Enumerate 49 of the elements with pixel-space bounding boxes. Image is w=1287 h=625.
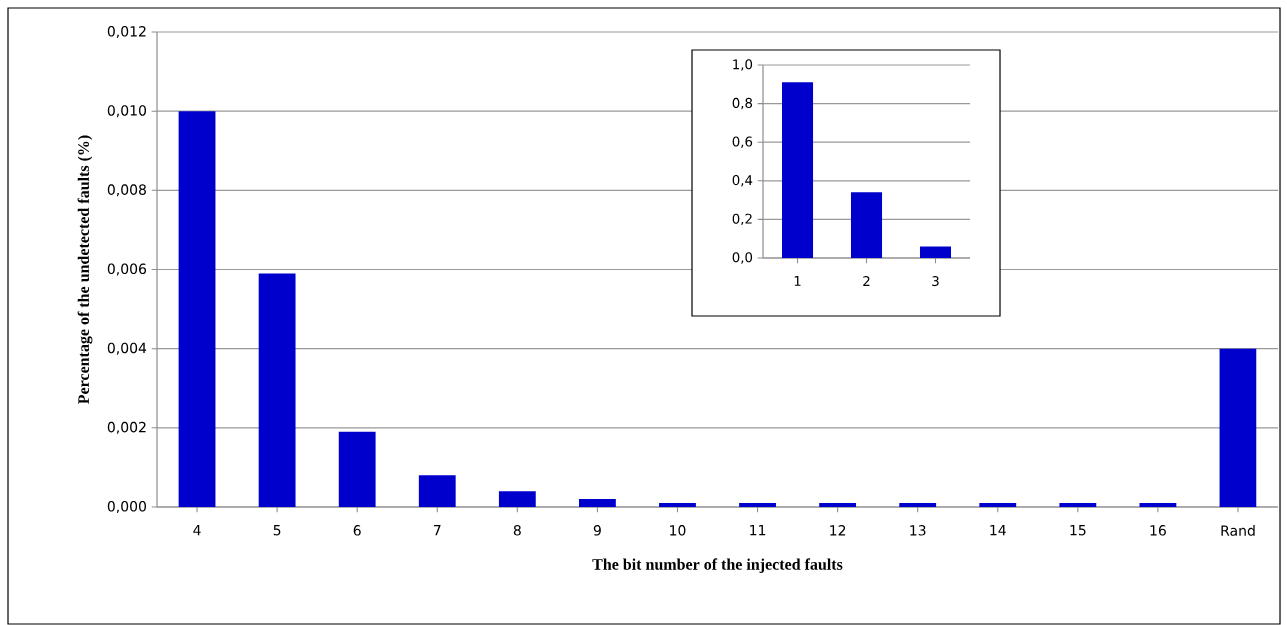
y-tick-label: 0,006 [107, 263, 147, 276]
x-tick-label: 10 [670, 525, 686, 536]
bar [498, 491, 536, 507]
x-tick-label: 1 [794, 276, 801, 286]
bar [979, 503, 1017, 507]
x-tick-label: 9 [593, 525, 601, 536]
x-tick-label: 7 [433, 525, 441, 536]
x-tick-label: 8 [513, 525, 521, 536]
bar [578, 499, 616, 507]
x-tick-label: 2 [863, 276, 870, 286]
y-tick-label: 0,002 [107, 421, 146, 434]
x-tick-label: 15 [1070, 525, 1086, 536]
bar [781, 82, 814, 258]
y-axis-title: Percentage of the undetected faults (%) [77, 135, 93, 404]
y-tick-label: 0,0 [732, 252, 753, 264]
bar [1059, 503, 1097, 507]
bar [418, 475, 456, 507]
x-tick-label: 11 [750, 525, 766, 536]
x-tick-label: Rand [1221, 525, 1255, 536]
bar [178, 111, 216, 507]
y-tick-label: 0,008 [107, 184, 146, 197]
y-tick-label: 1,0 [733, 59, 753, 71]
bar [899, 503, 937, 507]
bar [819, 503, 857, 507]
bar [919, 246, 952, 258]
y-tick-label: 0,010 [107, 105, 147, 118]
bar [258, 273, 296, 507]
bar [739, 503, 776, 507]
x-tick-label: 5 [273, 525, 281, 536]
bar [1139, 503, 1177, 507]
y-tick-label: 0,4 [732, 175, 753, 187]
x-tick-label: 13 [910, 525, 926, 536]
x-tick-label: 16 [1150, 525, 1166, 536]
x-tick-label: 6 [353, 525, 361, 536]
y-tick-label: 0,6 [732, 136, 753, 148]
bar [850, 192, 883, 258]
y-tick-label: 0,000 [107, 500, 147, 514]
y-tick-label: 0,012 [107, 25, 146, 39]
x-tick-label: 14 [990, 525, 1006, 536]
y-tick-label: 0,2 [732, 213, 752, 226]
bar [1219, 348, 1257, 507]
bar [338, 431, 376, 507]
x-tick-label: 4 [193, 525, 201, 536]
x-tick-label: 12 [830, 525, 846, 536]
x-axis-title: The bit number of the injected faults [592, 558, 843, 574]
x-tick-label: 3 [932, 276, 939, 287]
bar [659, 503, 696, 507]
y-tick-label: 0,8 [732, 97, 753, 110]
y-tick-label: 0,004 [107, 342, 147, 355]
